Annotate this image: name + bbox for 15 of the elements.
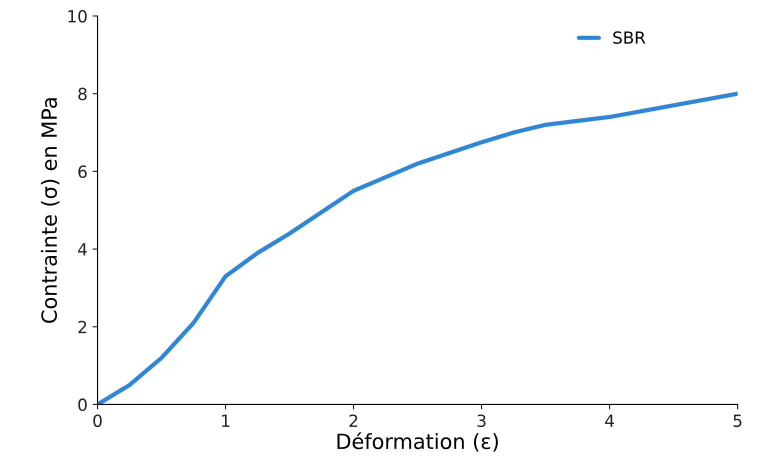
y-tick-label: 6 — [78, 165, 87, 178]
y-tick-label: 2 — [78, 320, 86, 334]
x-tick-label: 5 — [734, 414, 742, 428]
x-axis-title: Déformation (ε) — [338, 432, 498, 452]
y-axis-title: Contrainte (σ) en MPa — [40, 98, 60, 323]
x-tick-label: 1 — [222, 414, 230, 427]
y-tick-label: 10 — [68, 10, 87, 23]
y-tick-label: 0 — [78, 398, 87, 412]
x-tick-label: 4 — [605, 414, 614, 427]
y-tick-label: 4 — [78, 243, 87, 256]
x-tick-label: 2 — [349, 414, 358, 427]
y-tick-label: 8 — [78, 88, 87, 100]
x-tick-label: 0 — [93, 414, 102, 428]
legend-label: SBR — [613, 31, 646, 44]
x-tick-label: 3 — [478, 414, 486, 428]
